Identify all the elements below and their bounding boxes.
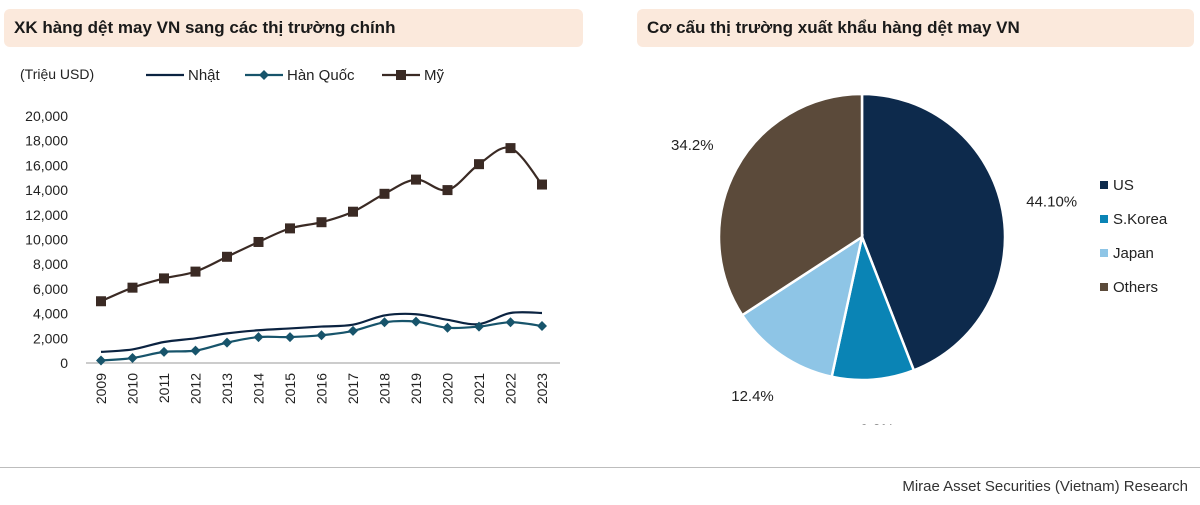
legend-label: Japan — [1113, 245, 1154, 262]
y-tick-label: 2,000 — [33, 330, 68, 346]
y-tick-label: 16,000 — [25, 157, 68, 173]
y-tick-label: 20,000 — [25, 108, 68, 124]
point-my — [442, 185, 453, 196]
point-my — [253, 236, 264, 247]
y-tick-label: 6,000 — [33, 281, 68, 297]
point-my — [285, 223, 295, 234]
point-han-quoc — [379, 317, 390, 328]
pie-legend-item-us: US — [1100, 177, 1134, 194]
pie-legend-item-japan: Japan — [1100, 245, 1154, 262]
y-tick-label: 0 — [60, 355, 68, 371]
point-han-quoc — [316, 330, 327, 341]
point-han-quoc — [159, 346, 169, 357]
legend-label: S.Korea — [1113, 211, 1168, 228]
point-my — [474, 159, 484, 170]
point-han-quoc — [474, 321, 484, 332]
point-han-quoc — [505, 317, 516, 328]
x-tick-label: 2021 — [471, 373, 487, 404]
pie-slice-s-korea — [830, 232, 916, 382]
x-tick-label: 2010 — [125, 373, 141, 404]
legend-label: Hàn Quốc — [287, 67, 355, 84]
x-tick-label: 2017 — [345, 373, 361, 404]
point-my — [96, 296, 106, 307]
pie-slice-japan — [740, 234, 864, 379]
point-han-quoc — [348, 325, 358, 336]
legend-item-han-quoc: Hàn Quốc — [245, 67, 355, 84]
x-tick-label: 2019 — [408, 373, 424, 404]
point-han-quoc — [222, 337, 232, 348]
point-han-quoc — [190, 345, 201, 356]
x-tick-label: 2009 — [93, 373, 109, 404]
point-my — [348, 206, 358, 217]
y-tick-label: 14,000 — [25, 182, 68, 198]
legend-swatch — [1100, 283, 1108, 291]
pie-label-others: 34.2% — [671, 137, 714, 154]
point-my — [316, 217, 327, 228]
legend-swatch — [1100, 181, 1108, 189]
point-han-quoc — [96, 355, 106, 366]
point-han-quoc — [127, 353, 138, 364]
pie-label-japan: 12.4% — [731, 388, 774, 405]
x-axis: 2009 2010 2011 2012 2013 2014 2015 2016 2017 2018… — [93, 373, 550, 404]
pie-slices — [717, 92, 1007, 382]
pie-legend-item-s-korea: S.Korea — [1100, 211, 1168, 228]
series-layer — [96, 143, 547, 366]
y-tick-label: 4,000 — [33, 306, 68, 322]
legend-item-nhat: Nhật — [146, 67, 221, 84]
footer-divider — [0, 467, 1200, 468]
pie-slice-us — [860, 92, 1007, 372]
x-tick-label: 2023 — [534, 373, 550, 404]
y-tick-label: 8,000 — [33, 256, 68, 272]
y-unit-label: (Triệu USD) — [20, 66, 94, 82]
x-tick-label: 2015 — [282, 373, 298, 404]
pie-slice-others — [717, 92, 864, 317]
legend-swatch — [1100, 215, 1108, 223]
line-chart: (Triệu USD) Nhật Hàn Quốc Mỹ 0 2,000 4,000 6,… — [20, 66, 560, 404]
x-tick-label: 2020 — [440, 373, 456, 404]
x-tick-label: 2016 — [314, 373, 330, 404]
legend-label: Nhật — [188, 67, 221, 84]
point-han-quoc — [285, 332, 295, 343]
y-tick-label: 12,000 — [25, 207, 68, 223]
legend-label: Others — [1113, 279, 1158, 296]
point-han-quoc — [411, 316, 421, 327]
point-my — [505, 143, 516, 154]
y-tick-label: 10,000 — [25, 232, 68, 248]
point-my — [411, 174, 421, 185]
pie-chart: 44.10% 9.3% 12.4% 34.2% US S.Korea Japan Other… — [671, 92, 1168, 425]
point-my — [537, 179, 547, 190]
point-han-quoc — [537, 320, 547, 331]
y-axis: 0 2,000 4,000 6,000 8,000 10,000 12,000 14,000 1… — [25, 108, 560, 371]
legend-marker — [396, 70, 406, 80]
legend-swatch — [1100, 249, 1108, 257]
source-note: Mirae Asset Securities (Vietnam) Researc… — [902, 478, 1188, 495]
x-tick-label: 2022 — [503, 373, 519, 404]
x-tick-label: 2018 — [377, 373, 393, 404]
legend-label: US — [1113, 177, 1134, 194]
pie-labels: 44.10% 9.3% 12.4% 34.2% — [671, 137, 1077, 425]
point-my — [190, 266, 201, 277]
pie-legend: US S.Korea Japan Others — [1100, 177, 1168, 296]
point-my — [379, 188, 390, 199]
x-tick-label: 2013 — [219, 373, 235, 404]
legend-marker — [259, 70, 269, 80]
point-han-quoc — [253, 332, 264, 343]
x-tick-label: 2012 — [188, 373, 204, 404]
pie-label-s-korea: 9.3% — [860, 421, 894, 425]
point-my — [222, 251, 232, 262]
point-my — [127, 282, 138, 293]
pie-legend-item-others: Others — [1100, 279, 1158, 296]
line-chart-legend: Nhật Hàn Quốc Mỹ — [146, 67, 444, 84]
line-chart-title: XK hàng dệt may VN sang các thị trường c… — [4, 9, 583, 47]
x-tick-label: 2011 — [156, 373, 172, 403]
pie-chart-title: Cơ cấu thị trường xuất khẩu hàng dệt may… — [637, 9, 1194, 47]
y-tick-label: 18,000 — [25, 133, 68, 149]
point-han-quoc — [442, 322, 453, 333]
x-tick-label: 2014 — [251, 373, 267, 404]
legend-label: Mỹ — [424, 67, 444, 84]
legend-item-my: Mỹ — [382, 67, 444, 84]
series-line-nhat — [100, 311, 543, 353]
point-my — [159, 273, 169, 284]
pie-label-us: 44.10% — [1026, 193, 1077, 210]
